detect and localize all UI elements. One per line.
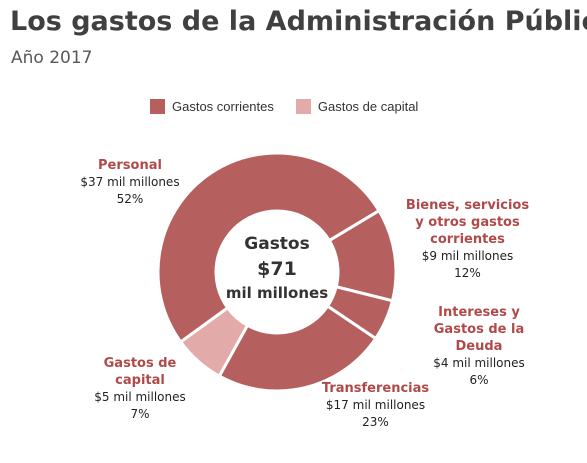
center-line: Gastos bbox=[244, 234, 310, 254]
slice-percent: 52% bbox=[116, 192, 144, 206]
slice-label: Gastos de capital $5 mil millones 7% bbox=[85, 355, 195, 423]
slice-percent: 7% bbox=[130, 407, 150, 421]
legend-item: Gastos de capital bbox=[295, 99, 419, 114]
slice-name: Personal bbox=[98, 158, 162, 173]
chart-title: Los gastos de la Administración Pública bbox=[10, 6, 587, 37]
legend-item: Gastos corrientes bbox=[150, 99, 274, 114]
slice-percent: 6% bbox=[469, 373, 489, 387]
center-line: $71 bbox=[257, 258, 297, 280]
slice-name: Bienes, servicios y otros gastos corrien… bbox=[405, 198, 530, 247]
legend-swatch bbox=[150, 99, 165, 114]
slice-label: Intereses y Gastos de la Deuda $4 mil mil… bbox=[420, 304, 538, 389]
donut-slice bbox=[178, 305, 250, 379]
slice-name: Gastos de capital bbox=[103, 356, 177, 388]
slice-name: Transferencias bbox=[321, 381, 430, 396]
center-label: Gastos $71 mil millones bbox=[212, 232, 342, 304]
slice-percent: 12% bbox=[454, 266, 481, 280]
legend-swatch bbox=[295, 99, 311, 114]
legend-label: Gastos corrientes bbox=[172, 99, 274, 114]
slice-label: Bienes, servicios y otros gastos corrien… bbox=[405, 197, 530, 282]
slice-value: $17 mil millones bbox=[325, 398, 426, 412]
slice-label: Transferencias $17 mil millones 23% bbox=[318, 380, 433, 431]
slice-name: Intereses y Gastos de la Deuda bbox=[433, 305, 525, 354]
legend: Gastos corrientes Gastos de capital bbox=[150, 99, 418, 114]
slice-value: $9 mil millones bbox=[421, 249, 514, 263]
legend-label: Gastos de capital bbox=[317, 99, 419, 114]
donut-slice bbox=[217, 304, 378, 393]
slice-label: Personal $37 mil millones 52% bbox=[70, 157, 190, 208]
slice-value: $5 mil millones bbox=[94, 390, 186, 404]
slice-value: $37 mil millones bbox=[80, 175, 180, 189]
donut-slice bbox=[156, 151, 382, 345]
center-line: mil millones bbox=[225, 284, 329, 302]
slice-percent: 23% bbox=[362, 415, 389, 429]
slice-value: $4 mil millones bbox=[433, 356, 525, 370]
chart-subtitle: Año 2017 bbox=[11, 48, 93, 68]
